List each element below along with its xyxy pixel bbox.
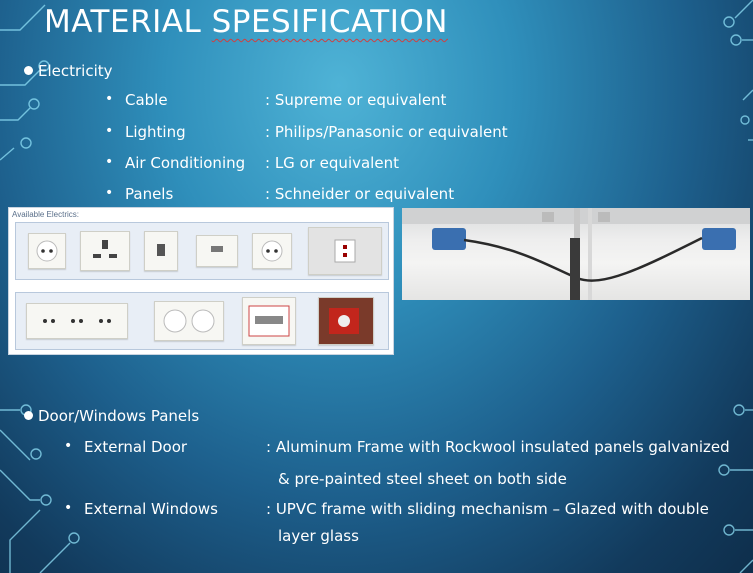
bullet-icon: • — [105, 123, 114, 139]
section-electricity-heading: Electricity — [24, 62, 113, 80]
item-label: Panels — [125, 185, 174, 203]
socket-icon — [252, 233, 292, 269]
bullet-icon: • — [105, 185, 114, 201]
socket-strip-icon — [26, 303, 128, 339]
socket-icon — [196, 235, 238, 267]
switch-icon — [144, 231, 178, 271]
item-label: Lighting — [125, 123, 186, 141]
item-value-continued: & pre-painted steel sheet on both side — [278, 470, 567, 488]
item-value: : LG or equivalent — [265, 154, 399, 172]
bullet-icon: • — [64, 438, 73, 454]
double-socket-icon — [154, 301, 224, 341]
item-value: : UPVC frame with sliding mechanism – Gl… — [266, 500, 709, 518]
bullet-icon — [24, 66, 33, 75]
section-heading-text: Electricity — [38, 62, 113, 80]
item-value: : Philips/Panasonic or equivalent — [265, 123, 508, 141]
floor-box-icon — [308, 227, 382, 275]
title-word-material: MATERIAL — [44, 4, 202, 40]
industrial-plug-icon — [318, 297, 374, 345]
item-value: : Supreme or equivalent — [265, 91, 447, 109]
installation-photo — [402, 208, 750, 300]
item-label: External Windows — [84, 500, 218, 518]
sockets-strip-bottom — [15, 292, 389, 350]
bullet-icon: • — [105, 91, 114, 107]
sockets-strip-top — [15, 222, 389, 280]
bullet-icon: • — [105, 154, 114, 170]
bullet-icon: • — [64, 500, 73, 516]
electrics-image: Available Electrics: — [8, 207, 394, 355]
socket-icon — [28, 233, 66, 269]
item-value: : Aluminum Frame with Rockwool insulated… — [266, 438, 730, 456]
page-title: MATERIAL SPESIFICATION — [44, 4, 448, 40]
electrics-caption: Available Electrics: — [12, 210, 79, 219]
list-item-external-door: • External Door : Aluminum Frame with Ro… — [64, 438, 744, 458]
title-word-spesification: SPESIFICATION — [211, 4, 448, 40]
item-label: Air Conditioning — [125, 154, 246, 172]
socket-icon — [80, 231, 130, 271]
item-value-continued: layer glass — [278, 527, 359, 545]
item-value: : Schneider or equivalent — [265, 185, 455, 203]
item-label: External Door — [84, 438, 188, 456]
list-item-external-windows: • External Windows : UPVC frame with sli… — [64, 500, 744, 520]
bullet-icon — [24, 411, 33, 420]
item-label: Cable — [125, 91, 168, 109]
section-door-windows-heading: Door/Windows Panels — [24, 407, 199, 425]
distribution-panel-icon — [242, 297, 296, 345]
section-heading-text: Door/Windows Panels — [38, 407, 200, 425]
